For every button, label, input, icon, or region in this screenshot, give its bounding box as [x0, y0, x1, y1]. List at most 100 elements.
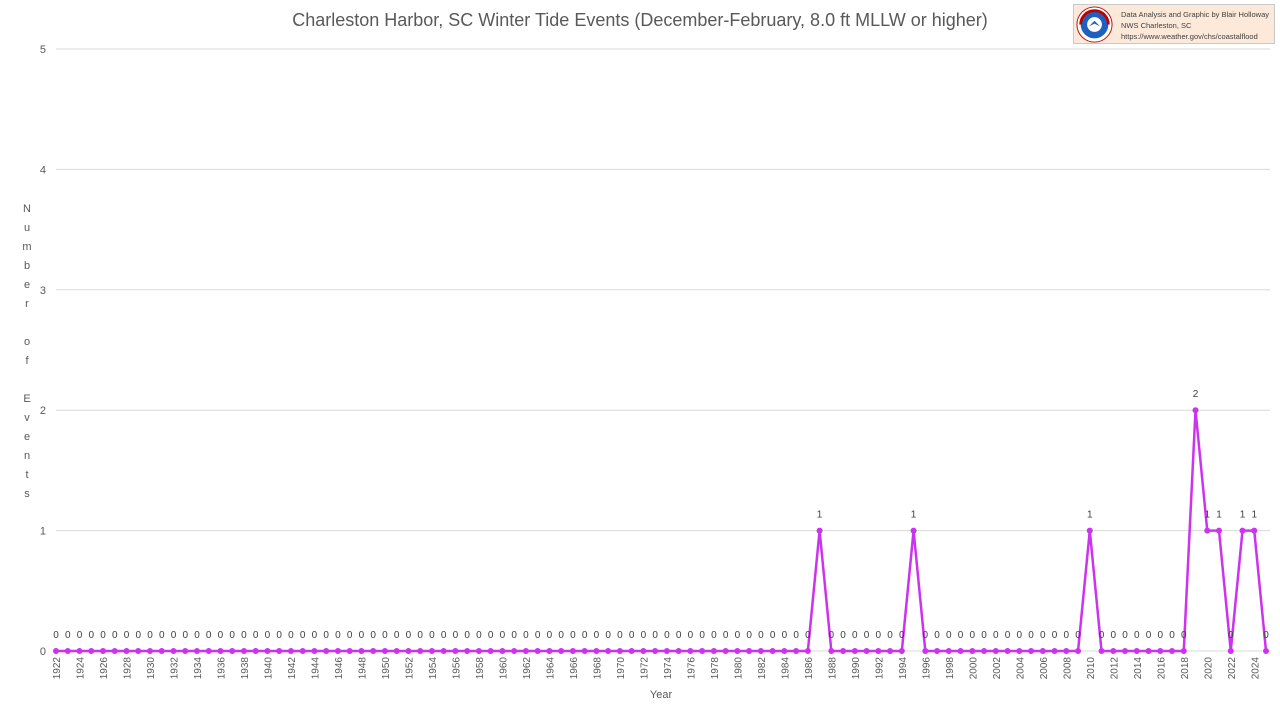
data-point	[53, 648, 59, 654]
data-label: 0	[594, 630, 600, 641]
data-label: 0	[617, 630, 623, 641]
x-tick-label: 1946	[334, 657, 345, 680]
data-point	[1075, 648, 1082, 654]
data-label: 0	[840, 630, 846, 641]
data-point	[464, 648, 471, 654]
data-point	[710, 648, 717, 654]
x-tick-label: 2004	[1015, 657, 1026, 680]
data-point	[1169, 648, 1176, 654]
chart-title: Charleston Harbor, SC Winter Tide Events…	[292, 10, 988, 30]
data-label: 0	[688, 630, 694, 641]
data-label: 2	[1193, 389, 1199, 400]
data-label: 0	[288, 630, 294, 641]
data-point	[593, 648, 600, 654]
data-point	[992, 648, 999, 654]
data-label: 0	[1122, 630, 1128, 641]
x-tick-label: 1982	[757, 657, 768, 680]
data-label: 1	[911, 510, 917, 521]
data-label: 0	[582, 630, 588, 641]
data-point	[1004, 648, 1011, 654]
data-label: 0	[171, 630, 177, 641]
data-point	[816, 527, 823, 534]
data-label: 0	[1228, 630, 1234, 641]
data-point	[1216, 527, 1223, 534]
data-label: 0	[981, 630, 987, 641]
x-tick-label: 1986	[804, 657, 815, 680]
data-label: 0	[1111, 630, 1117, 641]
data-point	[193, 648, 200, 654]
data-label: 0	[1040, 630, 1046, 641]
data-label: 0	[864, 630, 870, 641]
data-point	[440, 648, 447, 654]
x-tick-label: 2024	[1250, 657, 1261, 680]
data-label: 0	[746, 630, 752, 641]
data-label: 0	[958, 630, 964, 641]
data-label: 0	[1263, 630, 1269, 641]
x-tick-label: 1924	[75, 657, 86, 680]
data-label: 0	[218, 630, 224, 641]
data-label: 0	[535, 630, 541, 641]
data-point	[828, 648, 835, 654]
data-label: 0	[547, 630, 553, 641]
data-point	[1016, 648, 1023, 654]
data-point	[158, 648, 165, 654]
data-label: 0	[65, 630, 71, 641]
data-point	[863, 648, 870, 654]
data-point	[299, 648, 306, 654]
data-label: 0	[699, 630, 705, 641]
data-point	[1263, 648, 1269, 654]
data-label: 0	[605, 630, 611, 641]
data-label: 0	[323, 630, 329, 641]
data-point	[675, 648, 682, 654]
y-tick-label: 0	[40, 646, 46, 658]
data-point	[1028, 648, 1035, 654]
data-point	[417, 648, 424, 654]
data-point	[1192, 407, 1199, 414]
data-label: 0	[206, 630, 212, 641]
data-point	[628, 648, 635, 654]
x-tick-label: 1922	[52, 657, 63, 680]
data-label: 0	[805, 630, 811, 641]
x-tick-label: 2022	[1227, 657, 1238, 680]
x-tick-label: 1944	[310, 657, 321, 680]
x-tick-label: 1926	[99, 657, 110, 680]
x-tick-label: 1964	[545, 657, 556, 680]
data-label: 0	[1134, 630, 1140, 641]
data-label: 0	[934, 630, 940, 641]
data-point	[182, 648, 189, 654]
data-point	[640, 648, 647, 654]
data-point	[452, 648, 459, 654]
x-tick-label: 2020	[1203, 657, 1214, 680]
data-point	[475, 648, 482, 654]
data-label: 0	[664, 630, 670, 641]
y-tick-label: 1	[40, 526, 46, 538]
x-tick-label: 1942	[287, 657, 298, 680]
data-label: 0	[182, 630, 188, 641]
data-label: 0	[876, 630, 882, 641]
data-point	[240, 648, 247, 654]
data-point	[405, 648, 412, 654]
x-tick-label: 1952	[404, 657, 415, 680]
data-label: 0	[711, 630, 717, 641]
data-point	[1098, 648, 1105, 654]
x-tick-label: 1976	[686, 657, 697, 680]
data-point	[945, 648, 952, 654]
y-tick-label: 2	[40, 405, 46, 417]
x-tick-label: 1992	[874, 657, 885, 680]
x-tick-label: 1930	[146, 657, 157, 680]
y-tick-label: 4	[40, 164, 46, 176]
data-point	[851, 648, 858, 654]
data-label: 0	[135, 630, 141, 641]
data-point	[522, 648, 529, 654]
data-label: 0	[770, 630, 776, 641]
credit-line-office: NWS Charleston, SC	[1121, 21, 1192, 30]
data-label: 1	[1240, 510, 1246, 521]
credit-line-url: https://www.weather.gov/chs/coastalflood	[1121, 32, 1258, 41]
data-point	[581, 648, 588, 654]
data-label: 0	[88, 630, 94, 641]
data-point	[757, 648, 764, 654]
data-label: 0	[1052, 630, 1058, 641]
data-label: 1	[1251, 510, 1257, 521]
